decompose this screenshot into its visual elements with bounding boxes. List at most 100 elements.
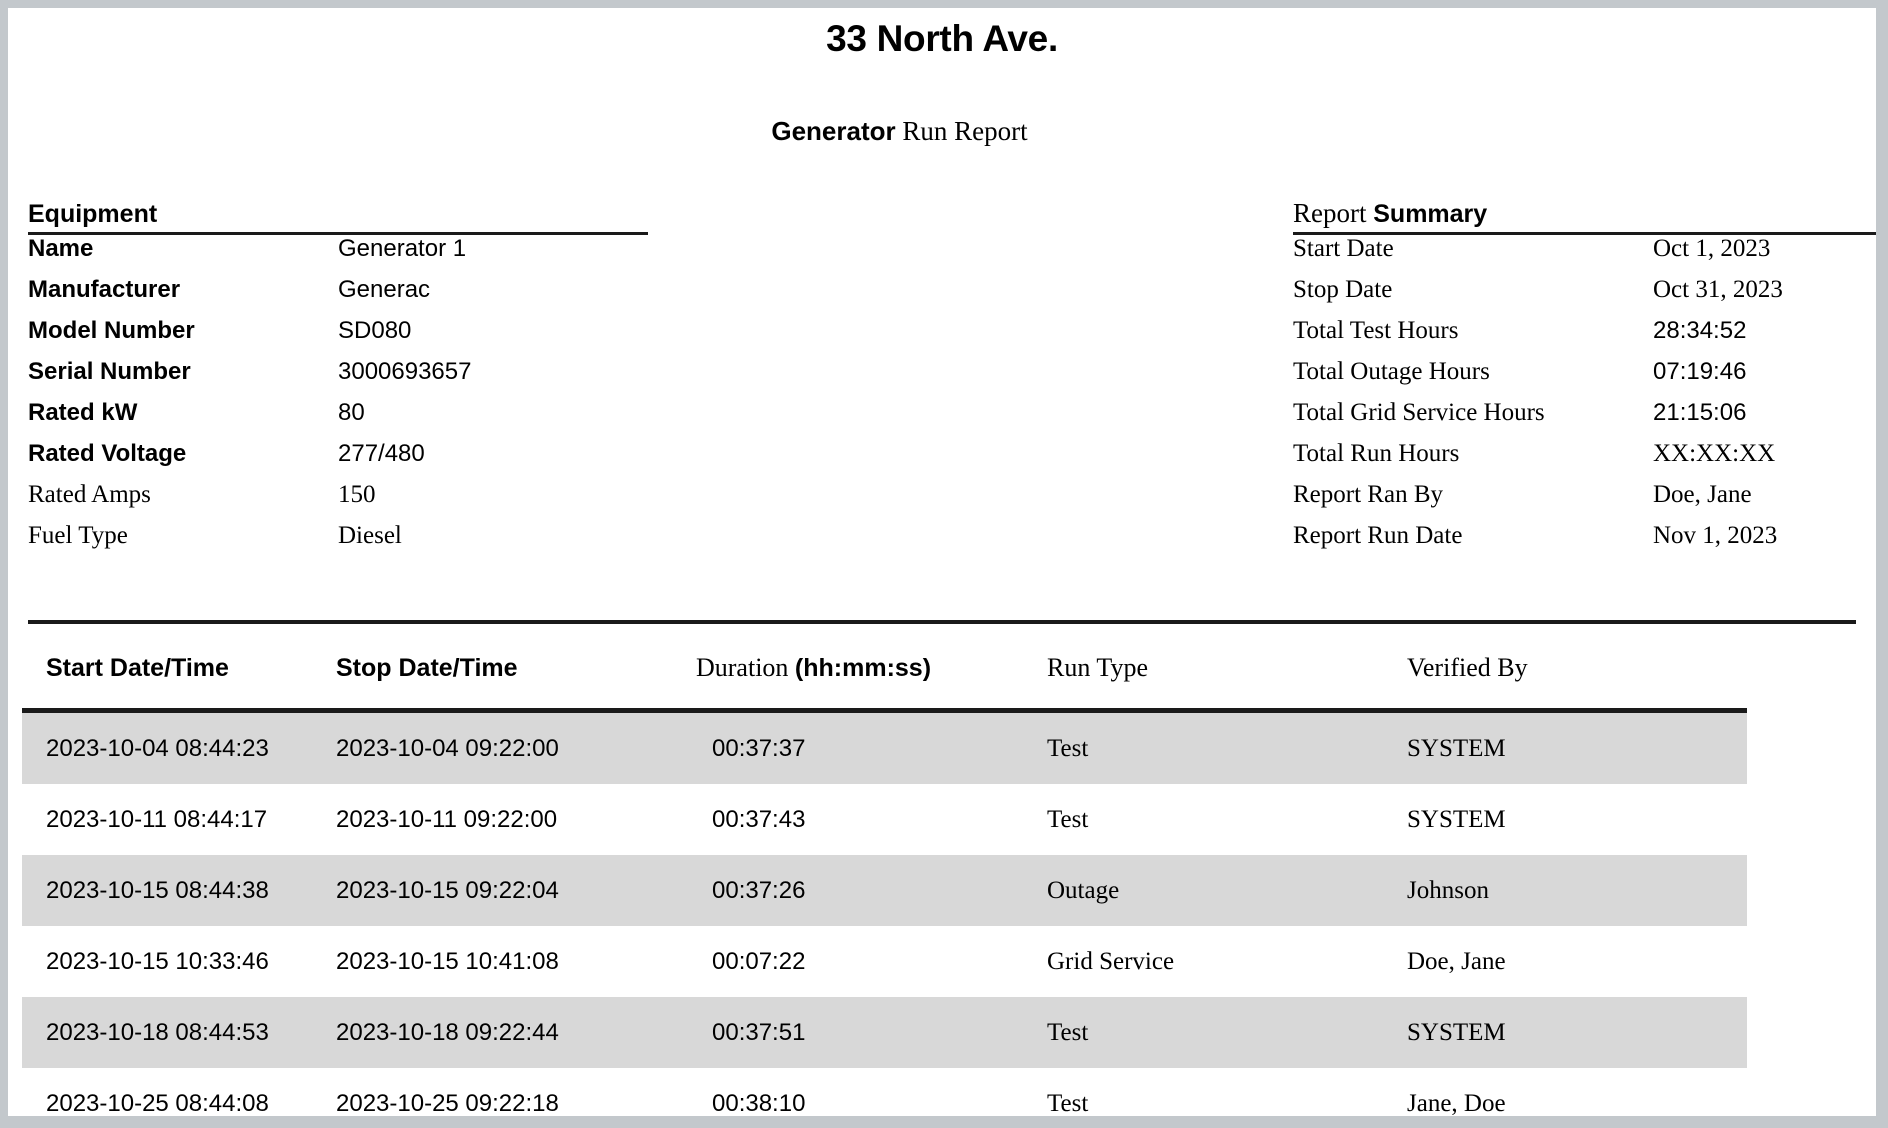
summary-value-report-run-date: Nov 1, 2023 [1653, 522, 1778, 549]
cell-run-type: Outage [1042, 855, 1347, 926]
summary-row-report-run-date: Report Run Date Nov 1, 2023 [1293, 522, 1876, 563]
equipment-heading-label: Equipment [28, 200, 158, 228]
summary-label-total-outage-hours: Total Outage Hours [1293, 358, 1490, 385]
report-summary-heading-bold: Summary [1373, 200, 1488, 228]
equipment-label-manufacturer: Manufacturer [28, 276, 181, 303]
run-log-table-head: Start Date/Time Stop Date/Time Duration … [22, 628, 1747, 713]
equipment-value-rated-voltage: 277/480 [338, 440, 425, 467]
column-header-stop-date-time: Stop Date/Time [336, 628, 636, 713]
table-row[interactable]: 2023-10-18 08:44:53 2023-10-18 09:22:44 … [22, 997, 1747, 1068]
summary-row-start-date: Start Date Oct 1, 2023 [1293, 235, 1876, 276]
table-row[interactable]: 2023-10-15 10:33:46 2023-10-15 10:41:08 … [22, 926, 1747, 997]
summary-value-total-run-hours: XX:XX:XX [1653, 440, 1776, 467]
cell-verified-by: Jane, Doe [1407, 1089, 1506, 1117]
table-row[interactable]: 2023-10-25 08:44:08 2023-10-25 09:22:18 … [22, 1068, 1747, 1117]
summary-row-report-ran-by: Report Ran By Doe, Jane [1293, 481, 1876, 522]
table-row[interactable]: 2023-10-15 08:44:38 2023-10-15 09:22:04 … [22, 855, 1747, 926]
run-log-table-body: 2023-10-04 08:44:23 2023-10-04 09:22:00 … [22, 710, 1747, 1117]
equipment-row-rated-kw: Rated kW 80 [28, 399, 648, 440]
summary-label-total-run-hours: Total Run Hours [1293, 440, 1460, 467]
table-row[interactable]: 2023-10-04 08:44:23 2023-10-04 09:22:00 … [22, 710, 1747, 784]
cell-run-type: Test [1042, 710, 1347, 784]
cell-start-date-time: 2023-10-25 08:44:08 [46, 1089, 269, 1117]
cell-verified-by: SYSTEM [1347, 710, 1747, 784]
equipment-label-serial-number: Serial Number [28, 358, 191, 385]
column-header-duration: Duration (hh:mm:ss) [636, 628, 1042, 713]
report-summary-heading: Report Summary [1293, 198, 1876, 235]
equipment-row-rated-voltage: Rated Voltage 277/480 [28, 440, 648, 481]
cell-stop-date-time: 2023-10-18 09:22:44 [336, 997, 636, 1068]
cell-verified-by: Johnson [1347, 855, 1747, 926]
equipment-value-rated-kw: 80 [338, 399, 365, 426]
summary-value-total-outage-hours: 07:19:46 [1653, 358, 1747, 385]
equipment-label-name: Name [28, 235, 94, 262]
equipment-value-fuel-type: Diesel [338, 522, 402, 549]
cell-verified-by: SYSTEM [1407, 805, 1506, 833]
cell-duration: 00:38:10 [712, 1089, 806, 1117]
subtitle-bold-part: Generator [771, 116, 896, 146]
run-log-header-row: Start Date/Time Stop Date/Time Duration … [22, 628, 1747, 713]
cell-duration: 00:37:37 [636, 710, 1042, 784]
table-top-divider [28, 620, 1856, 624]
cell-run-type: Test [1047, 805, 1089, 833]
cell-duration: 00:37:43 [712, 805, 806, 833]
cell-verified-by: SYSTEM [1347, 997, 1747, 1068]
equipment-row-manufacturer: Manufacturer Generac [28, 276, 648, 317]
equipment-section: Equipment Name Generator 1 Manufacturer … [28, 198, 648, 563]
report-summary-heading-normal: Report [1293, 198, 1374, 228]
equipment-heading: Equipment [28, 198, 648, 235]
summary-row-total-test-hours: Total Test Hours 28:34:52 [1293, 317, 1876, 358]
page-title: 33 North Ave. [826, 18, 1058, 59]
equipment-row-model-number: Model Number SD080 [28, 317, 648, 358]
equipment-value-name: Generator 1 [338, 235, 467, 262]
cell-duration: 00:37:26 [636, 855, 1042, 926]
summary-value-start-date: Oct 1, 2023 [1653, 235, 1771, 262]
equipment-value-rated-amps: 150 [338, 481, 376, 508]
equipment-row-name: Name Generator 1 [28, 235, 648, 276]
summary-label-total-grid-service-hours: Total Grid Service Hours [1293, 399, 1545, 426]
cell-stop-date-time: 2023-10-11 09:22:00 [336, 805, 558, 833]
cell-start-date-time: 2023-10-04 08:44:23 [22, 710, 336, 784]
page-subtitle: Generator Run Report [8, 116, 1876, 147]
cell-verified-by: Doe, Jane [1407, 947, 1506, 975]
equipment-value-manufacturer: Generac [338, 276, 431, 303]
summary-label-report-ran-by: Report Ran By [1293, 481, 1443, 508]
cell-run-type: Test [1047, 1089, 1089, 1117]
summary-label-total-test-hours: Total Test Hours [1293, 317, 1459, 344]
equipment-row-fuel-type: Fuel Type Diesel [28, 522, 648, 563]
summary-label-start-date: Start Date [1293, 235, 1394, 262]
table-row[interactable]: 2023-10-11 08:44:17 2023-10-11 09:22:00 … [22, 784, 1747, 855]
equipment-label-fuel-type: Fuel Type [28, 522, 128, 549]
equipment-value-serial-number: 3000693657 [338, 358, 472, 385]
cell-start-date-time: 2023-10-15 08:44:38 [22, 855, 336, 926]
report-summary-section: Report Summary Start Date Oct 1, 2023 St… [1293, 198, 1876, 563]
column-header-duration-format: (hh:mm:ss) [794, 654, 932, 682]
column-header-duration-word: Duration [696, 653, 795, 682]
summary-row-total-run-hours: Total Run Hours XX:XX:XX [1293, 440, 1876, 481]
summary-value-report-ran-by: Doe, Jane [1653, 481, 1752, 508]
equipment-value-model-number: SD080 [338, 317, 412, 344]
equipment-row-serial-number: Serial Number 3000693657 [28, 358, 648, 399]
summary-value-total-grid-service-hours: 21:15:06 [1653, 399, 1747, 426]
cell-stop-date-time: 2023-10-15 10:41:08 [336, 947, 559, 975]
subtitle-rest-part: Run Report [895, 116, 1028, 146]
cell-start-date-time: 2023-10-18 08:44:53 [22, 997, 336, 1068]
run-log-table: Start Date/Time Stop Date/Time Duration … [22, 628, 1747, 1116]
equipment-label-rated-voltage: Rated Voltage [28, 440, 187, 467]
summary-label-report-run-date: Report Run Date [1293, 522, 1463, 549]
cell-stop-date-time: 2023-10-25 09:22:18 [336, 1089, 559, 1117]
equipment-row-rated-amps: Rated Amps 150 [28, 481, 648, 522]
cell-start-date-time: 2023-10-11 08:44:17 [46, 805, 268, 833]
column-header-verified-by: Verified By [1347, 628, 1747, 713]
cell-stop-date-time: 2023-10-04 09:22:00 [336, 710, 636, 784]
cell-duration: 00:07:22 [712, 947, 806, 975]
column-header-run-type: Run Type [1042, 628, 1347, 713]
report-page: 33 North Ave. Generator Run Report Equip… [8, 8, 1876, 1116]
summary-label-stop-date: Stop Date [1293, 276, 1393, 303]
equipment-label-model-number: Model Number [28, 317, 195, 344]
cell-stop-date-time: 2023-10-15 09:22:04 [336, 855, 636, 926]
cell-start-date-time: 2023-10-15 10:33:46 [46, 947, 269, 975]
cell-duration: 00:37:51 [636, 997, 1042, 1068]
summary-value-stop-date: Oct 31, 2023 [1653, 276, 1783, 303]
cell-run-type: Grid Service [1047, 947, 1175, 975]
